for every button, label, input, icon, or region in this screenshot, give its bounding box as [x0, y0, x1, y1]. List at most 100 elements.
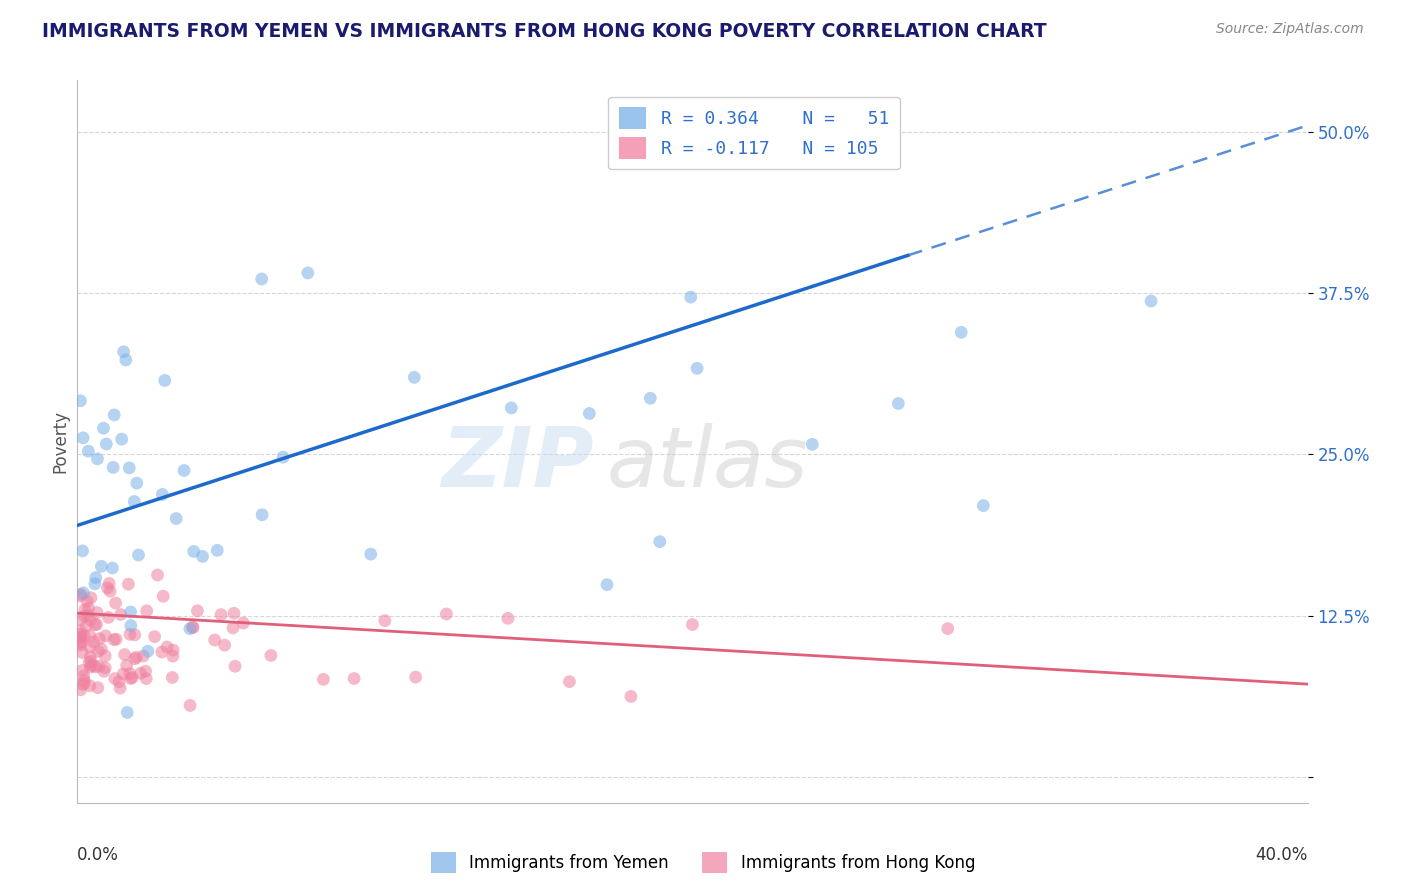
Text: 40.0%: 40.0% [1256, 847, 1308, 864]
Point [69, 587, 91, 601]
Point [120, 605, 142, 619]
Point [118, 666, 141, 681]
Point [70, 646, 93, 660]
Point [156, 640, 179, 654]
Point [207, 543, 229, 558]
Point [77, 656, 100, 670]
Text: ZIP: ZIP [441, 423, 595, 504]
Point [79, 613, 101, 627]
Point [89, 632, 111, 646]
Point [110, 607, 132, 622]
Point [101, 460, 124, 475]
Point [76, 594, 98, 608]
Point [181, 620, 204, 634]
Point [90, 559, 112, 574]
Point [84, 617, 107, 632]
Point [162, 643, 184, 657]
Point [87, 644, 110, 658]
Point [69, 631, 91, 645]
Point [105, 632, 128, 647]
Point [558, 674, 581, 689]
Point [125, 650, 148, 665]
Point [73, 669, 96, 683]
Point [162, 649, 184, 664]
Point [94, 629, 117, 643]
Point [75, 619, 97, 633]
Point [165, 511, 187, 525]
Text: IMMIGRANTS FROM YEMEN VS IMMIGRANTS FROM HONG KONG POVERTY CORRELATION CHART: IMMIGRANTS FROM YEMEN VS IMMIGRANTS FROM… [42, 22, 1047, 41]
Point [103, 408, 125, 422]
Point [120, 672, 142, 686]
Point [250, 272, 273, 286]
Point [143, 630, 166, 644]
Point [94, 661, 117, 675]
Point [82, 658, 104, 673]
Point [222, 621, 245, 635]
Point [183, 544, 205, 558]
Point [179, 698, 201, 713]
Point [222, 606, 245, 620]
Point [70, 630, 93, 644]
Point [114, 353, 136, 368]
Point [260, 648, 283, 663]
Point [115, 706, 138, 720]
Point [887, 396, 910, 410]
Point [135, 664, 157, 678]
Point [620, 690, 643, 704]
Point [117, 577, 139, 591]
Point [69, 638, 91, 652]
Point [596, 577, 619, 591]
Y-axis label: Poverty: Poverty [51, 410, 69, 473]
Point [101, 561, 124, 575]
Text: Source: ZipAtlas.com: Source: ZipAtlas.com [1216, 22, 1364, 37]
Point [181, 621, 204, 635]
Point [271, 450, 294, 464]
Point [83, 635, 105, 649]
Point [104, 596, 127, 610]
Point [124, 494, 146, 508]
Point [501, 401, 523, 415]
Point [1140, 293, 1163, 308]
Point [80, 591, 103, 605]
Point [96, 581, 118, 595]
Point [86, 617, 108, 632]
Point [404, 370, 426, 384]
Point [250, 508, 273, 522]
Point [950, 325, 973, 339]
Legend: Immigrants from Yemen, Immigrants from Hong Kong: Immigrants from Yemen, Immigrants from H… [425, 846, 981, 880]
Point [97, 610, 120, 624]
Point [90, 642, 112, 657]
Point [111, 432, 134, 446]
Point [682, 617, 704, 632]
Point [69, 589, 91, 603]
Point [98, 576, 121, 591]
Point [73, 609, 96, 624]
Point [936, 622, 959, 636]
Text: atlas: atlas [606, 423, 808, 504]
Point [224, 659, 246, 673]
Point [204, 633, 226, 648]
Point [124, 652, 146, 666]
Point [69, 682, 91, 697]
Point [73, 673, 96, 688]
Text: 0.0%: 0.0% [77, 847, 120, 864]
Point [80, 654, 103, 668]
Point [79, 649, 101, 664]
Point [112, 344, 135, 359]
Point [686, 361, 709, 376]
Point [73, 676, 96, 690]
Point [232, 616, 254, 631]
Point [153, 374, 176, 388]
Point [640, 391, 662, 405]
Point [152, 589, 174, 603]
Point [79, 679, 101, 693]
Point [69, 393, 91, 408]
Point [96, 437, 118, 451]
Point [118, 461, 141, 475]
Point [86, 606, 108, 620]
Point [136, 644, 159, 658]
Point [72, 544, 94, 558]
Point [801, 437, 824, 451]
Point [86, 451, 108, 466]
Point [173, 463, 195, 477]
